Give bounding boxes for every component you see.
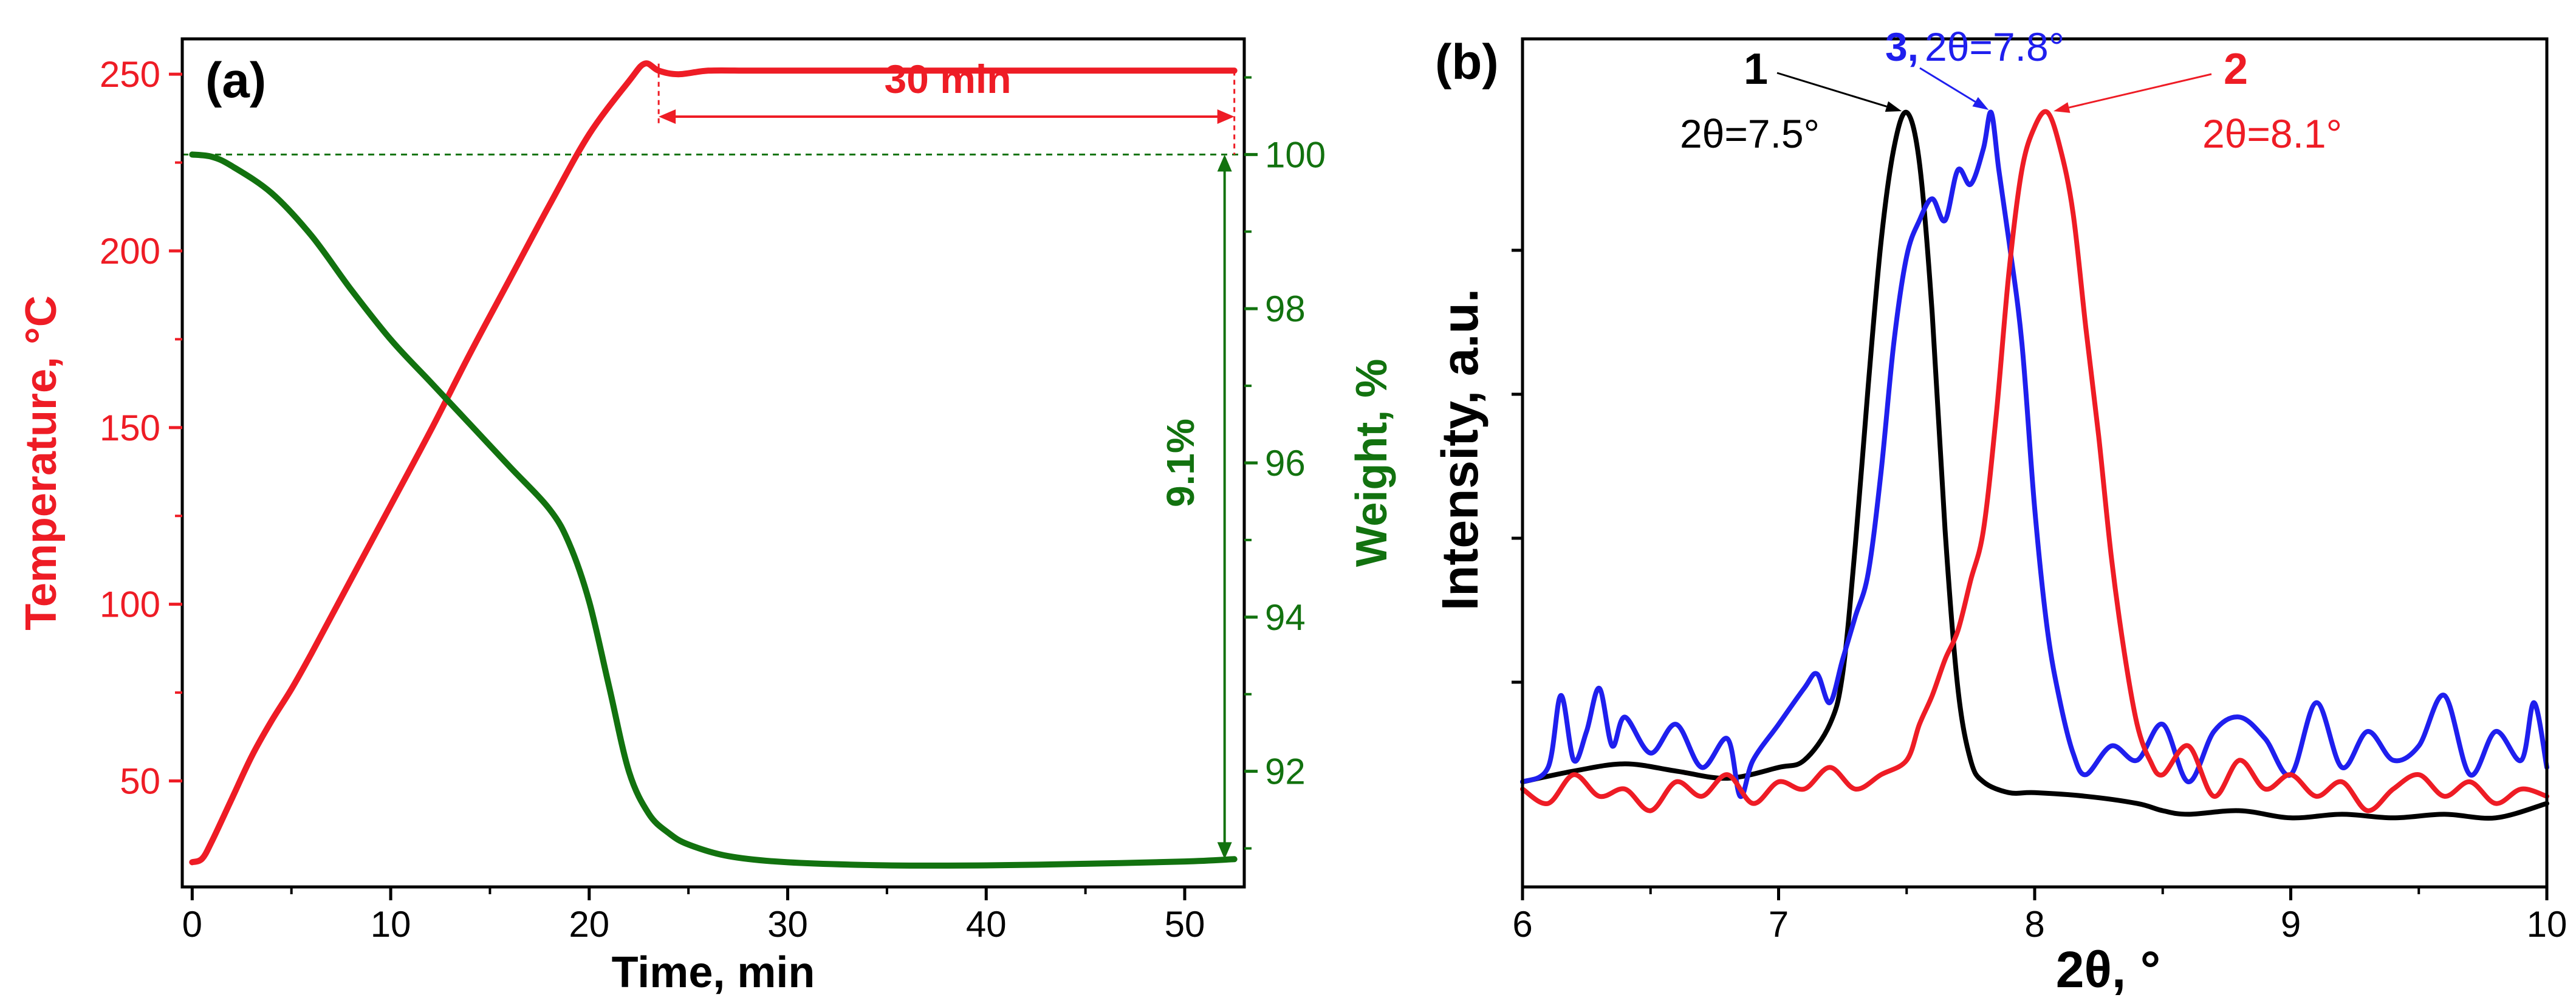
series-2-name: 2	[2224, 45, 2248, 94]
a-right-tick-label: 96	[1265, 443, 1306, 484]
weight-loss-label: 9.1%	[1159, 419, 1202, 507]
series-3-name: 3,	[1885, 24, 1919, 69]
hold-arrow-head-right	[1217, 109, 1235, 124]
panel-a-frame	[180, 37, 1246, 889]
panel-b-y-axis-label: Intensity, a.u.	[1431, 289, 1488, 611]
panel-b-annotations	[1776, 67, 2212, 113]
a-x-tick-label: 40	[966, 904, 1007, 945]
series-1-pointer	[1776, 72, 1887, 108]
a-right-tick-label: 98	[1265, 289, 1306, 329]
series-1-name: 1	[1744, 45, 1768, 94]
a-x-tick-label: 50	[1165, 904, 1205, 945]
panel-b-x-ticks: 6 7 8 9 10	[1512, 887, 2567, 945]
series-2-pointer-head	[2054, 102, 2071, 113]
hold-arrow-head-left	[659, 109, 676, 124]
series-3-peak-label: 2θ=7.8°	[1925, 24, 2064, 69]
b-x-tick-label: 6	[1512, 904, 1532, 945]
xrd-series-1-line	[1520, 109, 2549, 821]
panel-a-series	[189, 60, 1238, 869]
xrd-series-3-line	[1520, 109, 2549, 799]
panel-a-guides	[182, 63, 1244, 156]
panel-a-label: (a)	[205, 53, 266, 108]
series-1-pointer-head	[1885, 101, 1902, 112]
panel-b-y-ticks	[1512, 248, 1523, 684]
panel-a-right-ticks: 92 94 96 98 100	[1244, 76, 1326, 850]
b-x-tick-label: 10	[2527, 904, 2567, 945]
series-1-peak-label: 2θ=7.5°	[1680, 111, 1820, 156]
series-2-pointer	[2069, 73, 2212, 109]
xrd-series-2-line	[1520, 109, 2549, 813]
weight-arrow-head-bottom	[1217, 842, 1232, 860]
a-left-tick-label: 250	[100, 54, 160, 95]
panel-a: 0 10 20 30 40 50 50 100 150 200 250 92 94 96 98 100 (…	[17, 37, 1396, 997]
panel-b-series	[1520, 109, 2549, 821]
panel-b: 6 7 8 9 10 (b) Intensity, a.u. 2θ, ° 1 2θ=7.…	[1431, 24, 2567, 998]
a-x-tick-label: 0	[182, 904, 202, 945]
a-left-tick-label: 50	[120, 761, 160, 802]
panel-a-x-axis-label: Time, min	[612, 948, 815, 997]
a-x-tick-label: 10	[371, 904, 411, 945]
a-x-tick-label: 30	[767, 904, 808, 945]
series-3-pointer	[1919, 67, 1976, 103]
panel-a-right-axis-label: Weight, %	[1348, 359, 1396, 567]
a-right-tick-label: 92	[1265, 751, 1306, 792]
hold-time-label: 30 min	[884, 56, 1011, 101]
panel-a-x-ticks: 0 10 20 30 40 50	[182, 887, 1205, 945]
series-2-peak-label: 2θ=8.1°	[2202, 111, 2342, 156]
a-right-tick-label: 100	[1265, 134, 1326, 175]
panel-a-left-axis-label: Temperature, °C	[17, 295, 66, 631]
a-left-tick-label: 150	[100, 408, 160, 448]
a-left-tick-label: 100	[100, 584, 160, 625]
b-x-tick-label: 9	[2281, 904, 2301, 945]
series-weight-line	[189, 151, 1238, 869]
series-3-pointer-head	[1972, 97, 1989, 110]
a-right-tick-label: 94	[1265, 597, 1306, 638]
series-temperature-line	[189, 60, 1238, 866]
a-x-tick-label: 20	[569, 904, 609, 945]
b-x-tick-label: 8	[2024, 904, 2044, 945]
panel-a-left-ticks: 50 100 150 200 250	[100, 54, 182, 802]
panel-b-label: (b)	[1435, 35, 1499, 90]
panel-b-x-axis-label: 2θ, °	[2056, 941, 2160, 998]
weight-arrow-head-top	[1217, 154, 1232, 172]
b-x-tick-label: 7	[1769, 904, 1789, 945]
panel-a-annotations	[659, 109, 1235, 860]
a-left-tick-label: 200	[100, 231, 160, 272]
